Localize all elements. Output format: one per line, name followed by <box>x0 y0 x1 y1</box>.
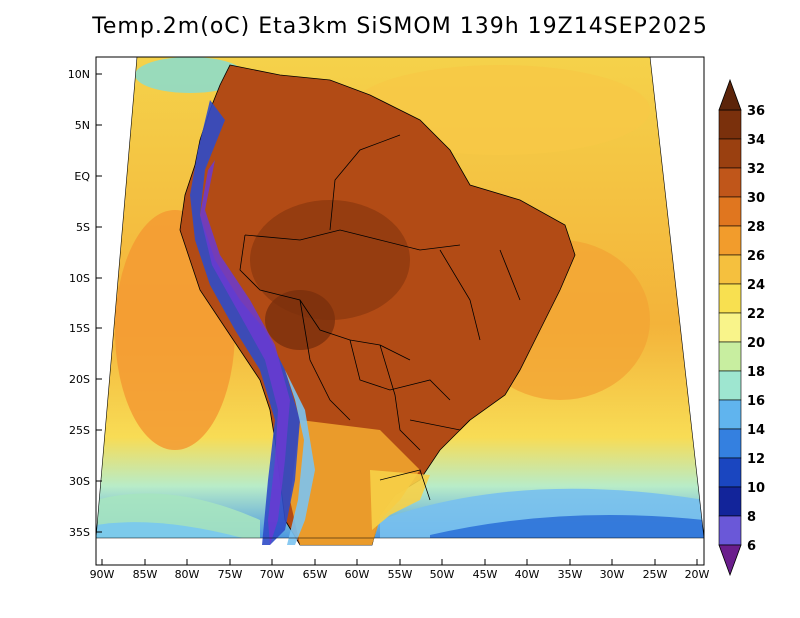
lon-label: 35W <box>558 568 583 581</box>
lat-label: 5S <box>76 221 90 234</box>
colorbar-box <box>718 486 742 517</box>
colorbar-box <box>718 254 742 285</box>
lat-tick-5s: 5S <box>76 221 102 234</box>
colorbar-bottom-arrow <box>718 544 742 577</box>
lat-label: 20S <box>69 373 90 386</box>
colorbar-label: 34 <box>747 133 765 148</box>
colorbar-box <box>718 341 742 372</box>
colorbar-label: 8 <box>747 510 756 525</box>
lon-label: 45W <box>473 568 498 581</box>
colorbar-box <box>718 370 742 401</box>
lat-label: EQ <box>74 170 90 183</box>
lon-label: 60W <box>345 568 370 581</box>
colorbar-label: 26 <box>747 249 765 264</box>
lon-label: 80W <box>175 568 200 581</box>
lat-label: 25S <box>69 424 90 437</box>
colorbar-label: 16 <box>747 394 765 409</box>
colorbar-boxes <box>718 109 742 546</box>
colorbar-label: 18 <box>747 365 765 380</box>
lat-label: 35S <box>69 526 90 539</box>
lat-label: 10N <box>68 68 90 81</box>
colorbar-box <box>718 515 742 546</box>
lon-label: 20W <box>685 568 710 581</box>
lat-tick-10n: 10N <box>68 68 102 81</box>
lat-tick-5n: 5N <box>75 119 102 132</box>
lon-label: 25W <box>643 568 668 581</box>
colorbar-label: 32 <box>747 162 765 177</box>
lon-label: 90W <box>90 568 115 581</box>
lat-tick-eq: EQ <box>74 170 102 183</box>
colorbar-labels: 36 34 32 30 28 26 24 22 20 18 16 14 12 10 8 6 <box>747 104 765 554</box>
lon-label: 55W <box>388 568 413 581</box>
colorbar-box <box>718 138 742 169</box>
lon-label: 70W <box>260 568 285 581</box>
colorbar-box <box>718 457 742 488</box>
longitude-axis: 90W 85W 80W 75W 70W 65W 60W 55W 50W 45W … <box>90 559 710 581</box>
latitude-axis: 10N 5N EQ 5S 10S 15S 20S 25S 30S 35S <box>68 68 102 539</box>
colorbar-label: 36 <box>747 104 765 119</box>
colorbar-top-arrow <box>718 78 742 111</box>
lat-tick-30s: 30S <box>69 475 102 488</box>
lon-label: 30W <box>600 568 625 581</box>
colorbar-box <box>718 167 742 198</box>
colorbar-box <box>718 225 742 256</box>
colorbar-box <box>718 312 742 343</box>
lon-label: 65W <box>303 568 328 581</box>
map-title: Temp.2m(oC) Eta3km SiSMOM 139h 19Z14SEP2… <box>92 14 708 39</box>
colorbar-label: 6 <box>747 539 756 554</box>
lat-label: 30S <box>69 475 90 488</box>
lat-label: 10S <box>69 272 90 285</box>
colorbar-box <box>718 283 742 314</box>
lon-label: 40W <box>515 568 540 581</box>
colorbar-label: 10 <box>747 481 765 496</box>
lat-tick-10s: 10S <box>69 272 102 285</box>
lat-label: 5N <box>75 119 90 132</box>
lat-tick-15s: 15S <box>69 322 102 335</box>
lat-tick-25s: 25S <box>69 424 102 437</box>
lon-label: 50W <box>430 568 455 581</box>
colorbar-label: 30 <box>747 191 765 206</box>
colorbar-box <box>718 109 742 140</box>
colorbar-label: 24 <box>747 278 765 293</box>
continent <box>179 64 576 546</box>
colorbar-box <box>718 399 742 430</box>
lat-tick-20s: 20S <box>69 373 102 386</box>
lat-tick-35s: 35S <box>69 526 102 539</box>
lat-label: 15S <box>69 322 90 335</box>
colorbar-box <box>718 428 742 459</box>
colorbar-label: 20 <box>747 336 765 351</box>
colorbar-label: 28 <box>747 220 765 235</box>
lon-label: 75W <box>218 568 243 581</box>
colorbar-label: 12 <box>747 452 765 467</box>
lon-label: 85W <box>133 568 158 581</box>
colorbar-label: 22 <box>747 307 765 322</box>
colorbar-label: 14 <box>747 423 765 438</box>
colorbar-box <box>718 196 742 227</box>
